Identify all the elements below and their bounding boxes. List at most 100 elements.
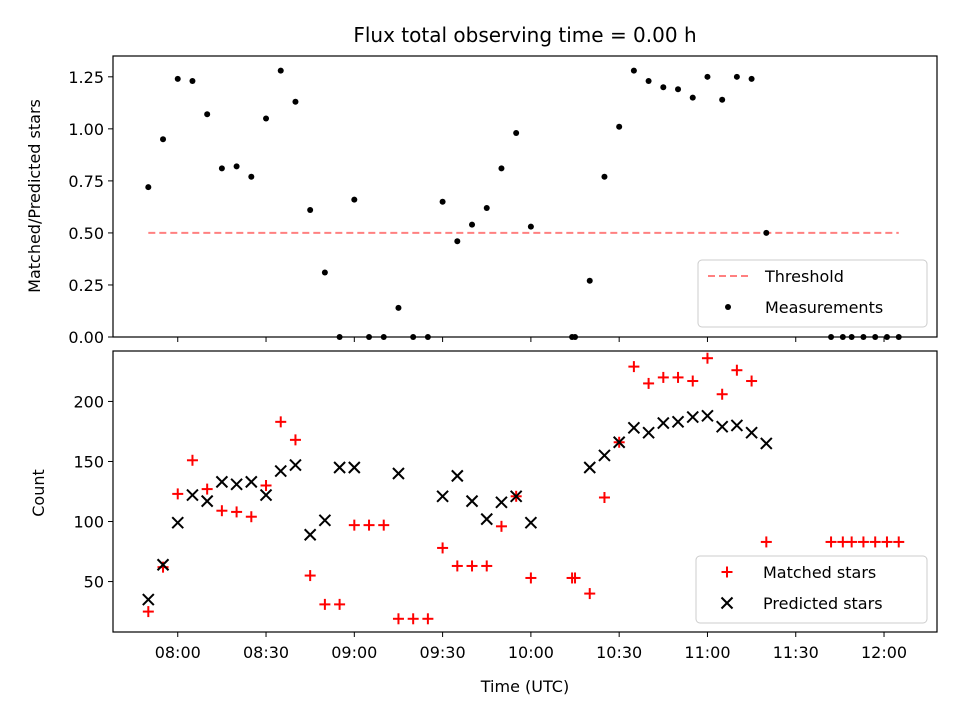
x-tick-label: 10:30 — [596, 643, 642, 662]
predicted-star-point — [171, 516, 184, 529]
predicted-star-point — [392, 467, 405, 480]
top-y-tick-label: 0.25 — [68, 276, 104, 295]
matched-star-point — [760, 536, 772, 548]
matched-star-point — [378, 519, 390, 531]
predicted-star-point — [274, 464, 287, 478]
measurement-point — [469, 221, 476, 228]
matched-star-point — [157, 561, 169, 573]
measurement-point — [645, 77, 652, 84]
matched-star-point — [348, 519, 360, 531]
matched-star-point — [495, 520, 507, 532]
matched-star-point — [466, 560, 478, 572]
matched-stars-legend-swatch — [721, 566, 733, 578]
matched-star-point — [846, 536, 858, 548]
top-y-axis-label: Matched/Predicted stars — [25, 99, 44, 293]
predicted-star-point — [289, 458, 302, 472]
predicted-star-point — [436, 490, 449, 503]
measurement-point — [498, 165, 505, 172]
matched-star-point — [304, 570, 316, 582]
matched-star-point — [701, 352, 713, 364]
matched-star-point — [260, 479, 272, 491]
measurement-point — [513, 130, 520, 137]
bottom-panel: 50 100 150 200 08:00 08:30 09:00 09:30 10:00 10:3… — [73, 350, 938, 662]
x-axis-label: Time (UTC) — [480, 677, 569, 696]
predicted-star-point — [509, 490, 523, 503]
predicted-star-point — [760, 437, 773, 450]
predicted-star-point — [156, 558, 170, 571]
bottom-y-tick-label: 50 — [84, 573, 104, 592]
matched-star-point — [407, 613, 419, 625]
measurement-point — [630, 67, 637, 74]
matched-star-point — [746, 375, 758, 387]
measurement-point — [292, 98, 299, 105]
matched-star-point — [643, 377, 655, 389]
measurement-point — [233, 163, 240, 170]
measurement-point — [704, 73, 711, 80]
bottom-y-tick-label: 200 — [73, 392, 104, 411]
measurement-point — [601, 173, 608, 180]
matched-star-point — [437, 542, 449, 554]
top-chart-title: Flux total observing time = 0.00 h — [353, 23, 696, 47]
matched-star-point — [245, 511, 257, 523]
predicted-star-point — [142, 593, 155, 606]
x-tick-label: 11:30 — [773, 643, 819, 662]
predicted-star-point — [686, 410, 699, 424]
matched-star-point — [687, 375, 699, 387]
x-tick-label: 12:00 — [861, 643, 907, 662]
predicted-star-point — [642, 426, 655, 439]
predicted-star-point — [451, 469, 464, 483]
measurement-point — [527, 223, 534, 230]
predicted-star-point — [627, 421, 641, 435]
matched-star-point — [584, 588, 596, 600]
measurement-point — [395, 304, 402, 311]
predicted-star-point — [671, 415, 685, 429]
bottom-y-tick-label: 150 — [73, 452, 104, 471]
matched-star-point — [216, 505, 228, 517]
measurement-point — [189, 77, 196, 84]
measurement-point — [145, 184, 152, 191]
measurement-point — [763, 229, 770, 236]
matched-star-point — [598, 492, 610, 504]
x-tick-label: 11:00 — [684, 643, 730, 662]
matched-star-point — [569, 572, 581, 584]
predicted-stars-legend-label: Predicted stars — [763, 594, 883, 613]
measurement-point — [719, 96, 726, 103]
bottom-legend-box — [695, 555, 928, 624]
matched-star-point — [525, 572, 537, 584]
measurement-point — [748, 75, 755, 82]
matched-star-point — [869, 536, 881, 548]
matched-star-point — [289, 434, 301, 446]
predicted-star-point — [303, 528, 317, 541]
predicted-star-point — [333, 461, 346, 474]
matched-stars-legend-label: Matched stars — [763, 563, 876, 582]
top-legend-box — [697, 259, 928, 328]
matched-star-point — [275, 416, 287, 428]
top-panel: 0.00 0.25 0.50 0.75 1.00 1.25 Threshold Measure… — [68, 55, 938, 347]
measurement-point — [351, 196, 358, 203]
bottom-legend: Matched stars Predicted stars — [695, 555, 928, 624]
measurements-legend-swatch — [725, 304, 731, 310]
predicted-star-point — [259, 488, 273, 502]
x-tick-label: 09:00 — [331, 643, 377, 662]
threshold-legend-label: Threshold — [764, 267, 844, 286]
matched-star-point — [319, 598, 331, 610]
measurement-point — [307, 207, 314, 214]
x-tick-label: 10:00 — [508, 643, 554, 662]
measurement-point — [204, 111, 211, 118]
matched-star-point — [334, 598, 346, 610]
matched-star-point — [825, 536, 837, 548]
predicted-star-point — [465, 494, 479, 508]
predicted-star-point — [186, 488, 199, 502]
measurement-point — [733, 73, 740, 80]
matched-star-point — [731, 364, 743, 376]
predicted-star-point — [745, 426, 758, 439]
predicted-star-point — [318, 514, 332, 527]
measurement-point — [586, 277, 593, 284]
matched-star-point — [672, 371, 684, 383]
top-y-tick-label: 1.25 — [68, 68, 104, 87]
matched-star-point — [857, 536, 869, 548]
x-tick-label: 08:00 — [155, 643, 201, 662]
predicted-star-point — [715, 420, 729, 433]
predicted-star-point — [657, 416, 670, 430]
